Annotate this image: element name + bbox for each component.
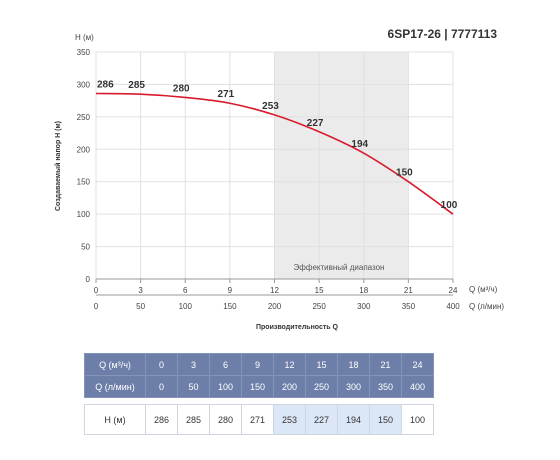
chart-title: 6SP17-26 | 7777113 (388, 27, 498, 41)
data-label: 286 (97, 80, 114, 91)
table-spacer (305, 397, 338, 405)
table-spacer (209, 397, 242, 405)
table-cell: 194 (337, 404, 370, 435)
table-cell: 24 (401, 353, 434, 376)
table-cell: 250 (305, 375, 338, 398)
table-cell: 285 (177, 404, 210, 435)
table-cell: 100 (209, 375, 242, 398)
table-spacer (337, 397, 370, 405)
x-tick-label-m3h: 15 (315, 286, 324, 295)
x-tick-label-lmin: 400 (446, 302, 460, 311)
y-tick-label: 350 (77, 48, 91, 57)
table-row-q-m3h: Q (м³/ч) 0 3 6 9 12 15 18 21 24 (84, 353, 434, 376)
x-tick-label-lmin: 150 (223, 302, 237, 311)
table-cell: 3 (177, 353, 210, 376)
table-cell: 271 (241, 404, 274, 435)
x-tick-label-lmin: 300 (357, 302, 371, 311)
y-tick-label: 50 (81, 243, 90, 252)
x-axis-unit-label-m3h: Q (м³/ч) (469, 285, 498, 294)
table-cell: 253 (273, 404, 306, 435)
x-tick-label-lmin: 0 (94, 302, 99, 311)
table-spacer-row (84, 397, 434, 405)
x-tick-label-m3h: 3 (138, 286, 143, 295)
x-tick-label-lmin: 250 (312, 302, 326, 311)
data-label: 194 (351, 139, 368, 150)
table-row-header: H (м) (84, 404, 146, 435)
x-tick-label-lmin: 200 (268, 302, 282, 311)
efficient-range-band (274, 52, 409, 279)
table-cell: 0 (145, 375, 178, 398)
y-tick-label: 300 (77, 80, 91, 89)
y-axis-unit-label: H (м) (75, 33, 94, 42)
x-tick-label-m3h: 6 (183, 286, 188, 295)
table-spacer (84, 397, 146, 405)
x-axis-title: Производительность Q (256, 324, 339, 331)
table-cell: 400 (401, 375, 434, 398)
table-spacer (401, 397, 434, 405)
y-tick-label: 0 (86, 275, 91, 284)
performance-table: Q (м³/ч) 0 3 6 9 12 15 18 21 24 Q (л/мин… (84, 353, 434, 435)
table-spacer (177, 397, 210, 405)
x-tick-label-m3h: 12 (270, 286, 279, 295)
data-label: 271 (218, 89, 235, 100)
x-tick-label-m3h: 24 (449, 286, 458, 295)
x-tick-label-m3h: 9 (228, 286, 233, 295)
data-label: 253 (262, 101, 279, 112)
table-spacer (241, 397, 274, 405)
y-tick-label: 150 (77, 178, 91, 187)
table-row-q-lmin: Q (л/мин) 0 50 100 150 200 250 300 350 4… (84, 375, 434, 398)
table-cell: 6 (209, 353, 242, 376)
table-cell: 200 (273, 375, 306, 398)
table-cell: 350 (369, 375, 402, 398)
table-spacer (273, 397, 306, 405)
table-cell: 15 (305, 353, 338, 376)
table-cell: 18 (337, 353, 370, 376)
x-tick-label-m3h: 21 (404, 286, 413, 295)
y-tick-label: 200 (77, 145, 91, 154)
x-tick-label-m3h: 18 (359, 286, 368, 295)
table-cell: 9 (241, 353, 274, 376)
x-tick-label-lmin: 350 (402, 302, 416, 311)
table-row-h: H (м) 286 285 280 271 253 227 194 150 10… (84, 404, 434, 435)
table-cell: 50 (177, 375, 210, 398)
data-label: 150 (396, 168, 413, 179)
table-cell: 286 (145, 404, 178, 435)
table-cell: 150 (241, 375, 274, 398)
x-tick-label-m3h: 0 (94, 286, 99, 295)
data-label: 227 (307, 118, 324, 129)
table-cell: 0 (145, 353, 178, 376)
table-row-header: Q (л/мин) (84, 375, 146, 398)
x-axis-unit-label-lmin: Q (л/мин) (469, 302, 504, 311)
table-cell: 227 (305, 404, 338, 435)
table-cell: 280 (209, 404, 242, 435)
table-cell: 300 (337, 375, 370, 398)
x-tick-label-lmin: 100 (179, 302, 193, 311)
x-tick-label-lmin: 50 (136, 302, 145, 311)
y-tick-label: 250 (77, 113, 91, 122)
data-label: 100 (441, 200, 458, 211)
efficient-range-label: Эффективный диапазон (294, 263, 385, 272)
pump-curve-chart: 0501001502002503003500035061009150122001… (54, 27, 504, 331)
y-tick-label: 100 (77, 210, 91, 219)
data-label: 285 (128, 80, 145, 91)
data-label: 280 (173, 83, 190, 94)
table-cell: 12 (273, 353, 306, 376)
series-line-head (95, 92, 454, 215)
table-cell: 150 (369, 404, 402, 435)
table-cell: 100 (401, 404, 434, 435)
table-spacer (369, 397, 402, 405)
table-spacer (145, 397, 178, 405)
table-row-header: Q (м³/ч) (84, 353, 146, 376)
table-cell: 21 (369, 353, 402, 376)
y-axis-title: Создаваемый напор H (м) (54, 121, 62, 211)
